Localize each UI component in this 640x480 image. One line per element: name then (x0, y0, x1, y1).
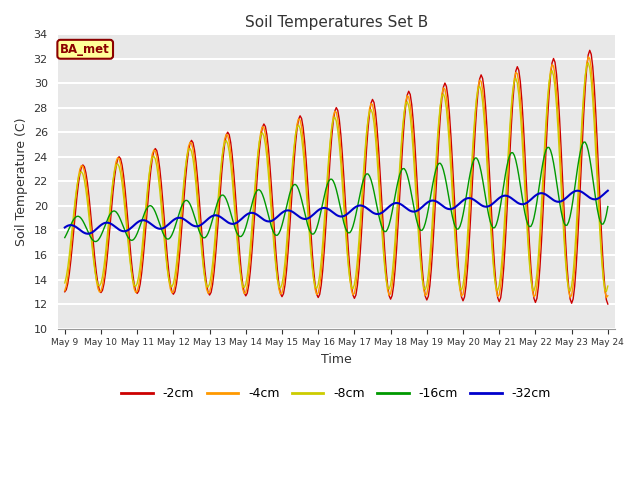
Y-axis label: Soil Temperature (C): Soil Temperature (C) (15, 117, 28, 246)
X-axis label: Time: Time (321, 353, 351, 366)
Legend: -2cm, -4cm, -8cm, -16cm, -32cm: -2cm, -4cm, -8cm, -16cm, -32cm (116, 382, 556, 405)
Text: BA_met: BA_met (60, 43, 110, 56)
Title: Soil Temperatures Set B: Soil Temperatures Set B (244, 15, 428, 30)
